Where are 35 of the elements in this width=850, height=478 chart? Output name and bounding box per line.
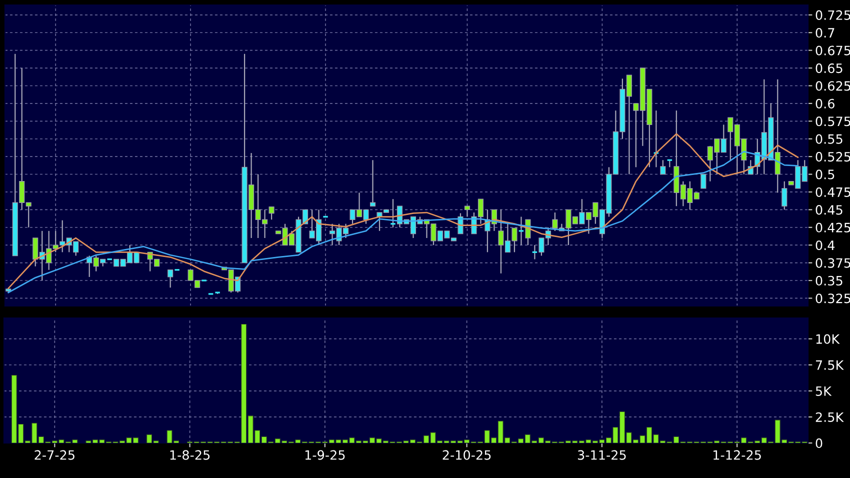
candlestick (660, 160, 666, 175)
y-tick-label: 0.5 (816, 170, 834, 180)
y-tick-label: 0.55 (816, 134, 842, 144)
y-tick-label: 0.6 (816, 98, 834, 108)
y-tick-label: 0.4 (816, 240, 835, 250)
y-tick-label: 0 (816, 438, 822, 448)
x-tick-label: 1-12-25 (714, 450, 761, 460)
y-tick-label: 7.5K (816, 360, 844, 370)
x-tick-label: 3-11-25 (578, 450, 626, 460)
candlestick (700, 174, 706, 189)
y-tick-label: 0.375 (816, 258, 850, 268)
candlestick (370, 160, 376, 207)
y-tick-label: 0.625 (816, 81, 850, 91)
y-tick-label: 0.575 (816, 116, 850, 126)
y-tick-label: 0.35 (816, 276, 842, 286)
candlestick (782, 180, 788, 210)
y-tick-label: 0.725 (816, 10, 850, 20)
candlestick (518, 216, 524, 246)
y-tick-label: 0.525 (816, 152, 850, 162)
y-tick-label: 0.425 (816, 222, 850, 232)
x-tick-label: 1-8-25 (170, 450, 210, 460)
x-tick-label: 2-10-25 (442, 450, 491, 460)
y-tick-label: 0.475 (816, 187, 850, 198)
x-tick-label: 2-7-25 (34, 450, 74, 460)
y-tick-label: 0.325 (816, 294, 850, 304)
y-tick-label: 10K (816, 334, 840, 344)
y-tick-label: 0.45 (816, 205, 842, 215)
y-tick-label: 0.7 (816, 28, 834, 38)
y-tick-label: 0.65 (816, 63, 842, 74)
candlestick (268, 206, 274, 220)
x-tick-label: 1-9-25 (305, 450, 345, 460)
y-tick-label: 2.5K (816, 412, 844, 422)
candlestick (464, 206, 470, 218)
y-tick-label: 5K (816, 386, 832, 396)
y-tick-label: 0.675 (816, 46, 850, 56)
